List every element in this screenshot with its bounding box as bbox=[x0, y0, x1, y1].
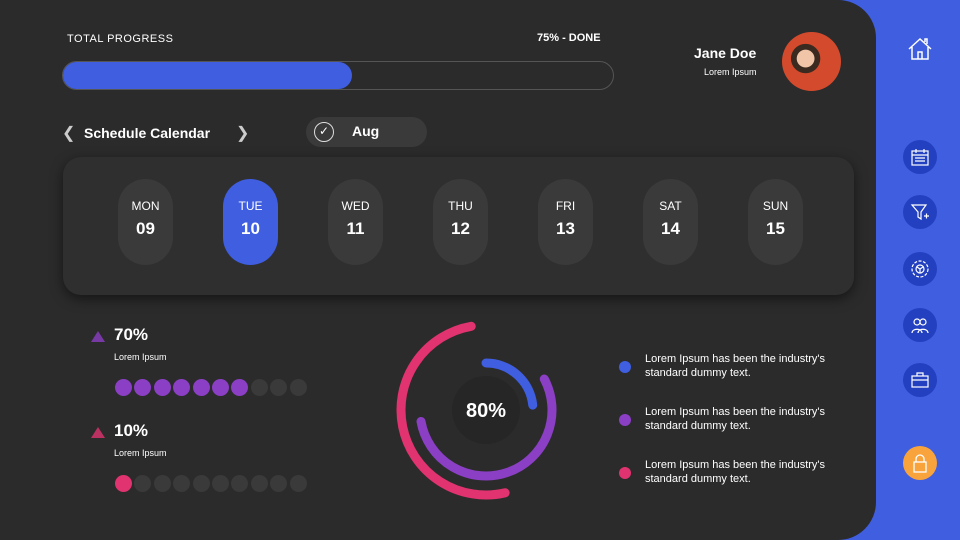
dot-empty bbox=[270, 379, 288, 396]
home-icon[interactable] bbox=[906, 35, 934, 68]
dot-filled bbox=[212, 379, 229, 396]
legend-text: Lorem Ipsum has been the industry's stan… bbox=[645, 406, 826, 432]
day-thu[interactable]: THU 12 bbox=[433, 179, 488, 265]
calendar-title: Schedule Calendar bbox=[84, 125, 211, 141]
month-label: Aug bbox=[352, 123, 380, 139]
filter-add-button[interactable] bbox=[903, 195, 937, 229]
check-icon: ✓ bbox=[314, 122, 334, 142]
ring-center bbox=[452, 376, 520, 444]
ring-center-label: 80% bbox=[466, 400, 506, 422]
day-sun[interactable]: SUN 15 bbox=[748, 179, 803, 265]
arc-purple bbox=[416, 374, 557, 481]
dot-filled bbox=[231, 379, 249, 396]
legend-dot bbox=[619, 361, 631, 373]
dot-filled bbox=[115, 379, 132, 396]
legend-dot bbox=[619, 467, 631, 479]
calendar-icon bbox=[911, 149, 929, 166]
day-name: SAT bbox=[659, 199, 682, 213]
day-name: MON bbox=[131, 199, 160, 213]
legend-text: Lorem Ipsum has been the industry's stan… bbox=[645, 459, 826, 485]
stat-value: 70% bbox=[114, 325, 149, 344]
user-role: Lorem Ipsum bbox=[704, 67, 757, 77]
day-mon[interactable]: MON 09 bbox=[118, 179, 173, 265]
day-name: SUN bbox=[762, 199, 789, 213]
user-name: Jane Doe bbox=[694, 45, 757, 61]
month-selector[interactable]: ✓ Aug bbox=[306, 117, 427, 147]
avatar[interactable] bbox=[782, 32, 841, 91]
progress-fill bbox=[63, 62, 352, 89]
users-icon bbox=[911, 318, 929, 334]
filter-add-icon bbox=[910, 204, 929, 221]
day-name: THU bbox=[448, 199, 473, 213]
stat-label: Lorem Ipsum bbox=[114, 448, 167, 458]
progress-status: 75% - DONE bbox=[537, 32, 601, 44]
trend-triangle-icon bbox=[91, 331, 105, 342]
dot-filled bbox=[134, 379, 152, 396]
day-date: 11 bbox=[346, 219, 365, 238]
dot-empty bbox=[289, 379, 307, 396]
day-date: 13 bbox=[556, 219, 575, 238]
settings-icon bbox=[911, 260, 929, 278]
lock-button[interactable] bbox=[903, 446, 937, 480]
day-sat[interactable]: SAT 14 bbox=[643, 179, 698, 265]
day-date: 09 bbox=[136, 219, 155, 238]
prev-chevron-icon[interactable]: ❮ bbox=[62, 125, 76, 142]
day-name: FRI bbox=[555, 199, 576, 213]
dot-filled bbox=[153, 379, 171, 396]
dot-filled bbox=[192, 379, 210, 396]
dot-empty bbox=[134, 475, 152, 492]
legend-dot bbox=[619, 414, 631, 426]
progress-label: TOTAL PROGRESS bbox=[67, 33, 174, 45]
progress-bar bbox=[62, 61, 614, 90]
dot-empty bbox=[270, 475, 288, 492]
stat-value: 10% bbox=[114, 421, 149, 440]
next-chevron-icon[interactable]: ❯ bbox=[236, 125, 250, 142]
briefcase-button[interactable] bbox=[903, 363, 937, 397]
arc-blue bbox=[481, 358, 538, 410]
legend-text: Lorem Ipsum has been the industry's stan… bbox=[645, 353, 826, 379]
dot-empty bbox=[173, 475, 191, 492]
settings-button[interactable] bbox=[903, 252, 937, 286]
day-fri[interactable]: FRI 13 bbox=[538, 179, 593, 265]
progress-ring-chart: 80% bbox=[396, 321, 557, 500]
dot-empty bbox=[289, 475, 307, 492]
week-strip: MON 09 TUE 10 WED 11 THU 12 FRI 13 SAT 14 SUN 15 bbox=[63, 157, 854, 295]
dot-empty bbox=[250, 475, 268, 492]
arc-pink bbox=[396, 321, 510, 500]
day-name: TUE bbox=[238, 199, 263, 213]
dot-empty bbox=[153, 475, 171, 492]
lock-icon bbox=[913, 454, 927, 473]
trend-triangle-icon bbox=[91, 427, 105, 438]
day-tue[interactable]: TUE 10 bbox=[223, 179, 278, 265]
calendar-button[interactable] bbox=[903, 140, 937, 174]
dot-filled bbox=[173, 379, 191, 396]
day-date: 14 bbox=[661, 219, 680, 238]
day-name: WED bbox=[341, 199, 370, 213]
stat-label: Lorem Ipsum bbox=[114, 352, 167, 362]
dot-empty bbox=[231, 475, 249, 492]
day-wed[interactable]: WED 11 bbox=[328, 179, 383, 265]
dot-empty bbox=[250, 379, 268, 396]
briefcase-icon bbox=[911, 372, 929, 388]
day-date: 10 bbox=[241, 219, 260, 238]
dot-filled bbox=[115, 475, 132, 492]
day-date: 15 bbox=[766, 219, 785, 238]
dot-empty bbox=[192, 475, 210, 492]
dot-empty bbox=[212, 475, 229, 492]
users-button[interactable] bbox=[903, 308, 937, 342]
day-date: 12 bbox=[451, 219, 470, 238]
